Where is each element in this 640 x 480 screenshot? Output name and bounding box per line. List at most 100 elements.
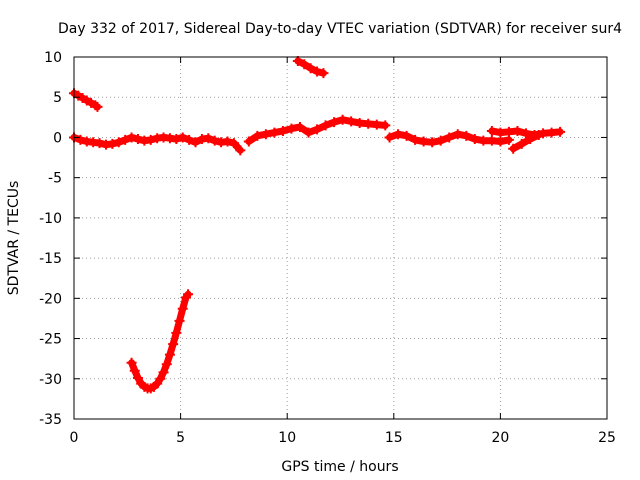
chart-title: Day 332 of 2017, Sidereal Day-to-day VTE… — [58, 21, 622, 37]
data-point — [184, 134, 195, 145]
axis-ticks — [73, 56, 608, 420]
data-point — [294, 121, 305, 132]
data-point — [126, 132, 137, 143]
data-point — [346, 116, 357, 127]
data-series — [69, 56, 566, 394]
data-point — [525, 134, 536, 145]
series-segment — [509, 131, 543, 153]
tick-labels: 0 5 10 15 20 25 -35 -30 -25 -20 -15 -10 -5 0 5 10 — [39, 50, 616, 446]
y-tick-label: -10 — [39, 211, 62, 227]
data-point — [92, 101, 103, 112]
data-point — [461, 130, 472, 141]
y-tick-label: 10 — [44, 50, 62, 66]
data-point — [171, 134, 182, 145]
data-point — [329, 117, 340, 128]
series-sur4 — [69, 56, 566, 394]
data-point — [478, 135, 489, 146]
data-point — [312, 124, 323, 135]
data-point — [371, 119, 382, 130]
data-point — [75, 134, 86, 145]
data-point — [393, 129, 404, 140]
data-point — [235, 145, 246, 156]
data-point — [520, 128, 531, 139]
x-tick-label: 20 — [491, 430, 509, 446]
data-point — [177, 132, 188, 143]
data-point — [174, 315, 185, 326]
data-point — [418, 136, 429, 147]
data-point — [90, 100, 101, 111]
data-point — [113, 137, 124, 148]
y-tick-label: -20 — [39, 291, 62, 307]
data-point — [444, 132, 455, 143]
data-point — [126, 357, 137, 368]
data-point — [269, 127, 280, 138]
data-point — [132, 134, 143, 145]
plot-frame — [73, 56, 608, 420]
data-point — [299, 59, 310, 70]
data-point — [512, 126, 523, 137]
data-point — [312, 66, 323, 77]
data-point — [94, 138, 105, 149]
x-tick-label: 25 — [598, 430, 616, 446]
data-point — [495, 127, 506, 138]
data-point — [427, 137, 438, 148]
y-tick-label: -35 — [39, 412, 62, 428]
y-tick-label: -30 — [39, 372, 62, 388]
data-point — [495, 136, 506, 147]
data-point — [486, 135, 497, 146]
x-tick-label: 0 — [70, 430, 79, 446]
data-point — [469, 134, 480, 145]
data-point — [260, 129, 271, 140]
data-point — [120, 134, 131, 145]
data-point — [486, 126, 497, 137]
data-point — [318, 68, 329, 79]
y-tick-label: 0 — [53, 130, 62, 146]
data-point — [516, 138, 527, 149]
data-point — [384, 132, 395, 143]
data-point — [228, 138, 239, 149]
data-point — [452, 129, 463, 140]
data-point — [171, 327, 182, 338]
x-axis-label: GPS time / hours — [281, 459, 398, 475]
data-point — [209, 135, 220, 146]
x-tick-label: 5 — [176, 430, 185, 446]
y-tick-label: -25 — [39, 332, 62, 348]
y-axis-label: SDTVAR / TECUs — [6, 181, 22, 296]
data-point — [401, 130, 412, 141]
y-tick-label: -5 — [48, 171, 62, 187]
data-point — [286, 123, 297, 134]
data-point — [155, 373, 166, 384]
data-point — [410, 134, 421, 145]
x-tick-label: 10 — [278, 430, 296, 446]
data-point — [363, 118, 374, 129]
data-point — [129, 365, 140, 376]
data-point — [222, 136, 233, 147]
data-point — [354, 117, 365, 128]
x-tick-label: 15 — [385, 430, 403, 446]
data-point — [145, 134, 156, 145]
data-point — [203, 133, 214, 144]
data-point — [320, 120, 331, 131]
data-point — [164, 349, 175, 360]
data-point — [243, 136, 254, 147]
data-point — [305, 63, 316, 74]
data-point — [555, 126, 566, 137]
data-point — [546, 127, 557, 138]
data-point — [161, 359, 172, 370]
y-tick-label: 5 — [53, 90, 62, 106]
data-point — [190, 137, 201, 148]
data-point — [177, 303, 188, 314]
data-point — [380, 120, 391, 131]
data-point — [337, 114, 348, 125]
data-point — [508, 143, 519, 154]
data-point — [252, 130, 263, 141]
data-point — [158, 367, 169, 378]
data-point — [107, 138, 118, 149]
data-point — [292, 56, 303, 67]
data-point — [132, 372, 143, 383]
data-point — [435, 135, 446, 146]
y-tick-label: -15 — [39, 251, 62, 267]
data-point — [303, 127, 314, 138]
